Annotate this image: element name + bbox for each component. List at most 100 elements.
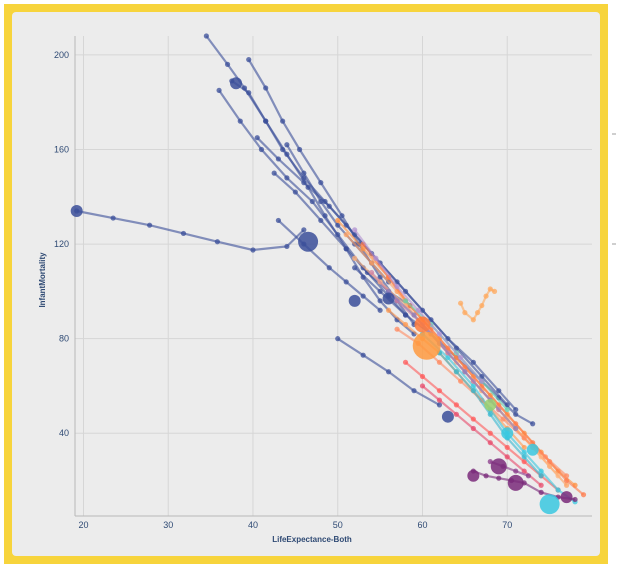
data-point: [555, 487, 561, 493]
data-point: [436, 388, 443, 394]
data-point: [419, 373, 426, 380]
data-point: [280, 146, 286, 153]
bubble-marker: [230, 77, 243, 90]
data-point: [470, 317, 476, 323]
data-point: [462, 364, 468, 370]
data-point: [572, 496, 578, 503]
data-point: [263, 85, 269, 91]
data-point: [411, 388, 417, 394]
bubble-marker: [441, 410, 454, 423]
data-point: [254, 135, 260, 141]
data-point: [385, 369, 392, 375]
x-tick-label: 70: [502, 520, 512, 530]
data-point: [326, 265, 332, 271]
data-point: [538, 489, 544, 495]
data-point: [470, 416, 476, 422]
data-point: [343, 232, 349, 238]
data-point: [296, 146, 303, 153]
data-point: [275, 156, 282, 162]
data-point: [402, 298, 409, 304]
bubble-marker: [414, 316, 431, 333]
data-point: [483, 293, 489, 299]
y-tick-label: 200: [54, 50, 69, 60]
x-tick-label: 20: [78, 520, 88, 530]
data-point: [110, 215, 116, 221]
data-point: [203, 33, 209, 39]
data-point: [458, 300, 464, 306]
data-point: [250, 247, 256, 253]
data-point: [402, 288, 409, 294]
bubble-marker: [490, 458, 507, 475]
data-point: [214, 239, 220, 245]
data-point: [538, 473, 544, 479]
data-point: [479, 378, 485, 384]
data-point: [521, 454, 527, 460]
data-point: [530, 421, 536, 427]
data-point: [500, 416, 506, 422]
data-point: [271, 170, 277, 176]
data-point: [479, 302, 485, 309]
bubble-marker: [526, 443, 539, 456]
data-point: [309, 198, 315, 205]
data-point: [521, 435, 527, 441]
bubble-marker: [560, 491, 573, 504]
x-tick-label: 60: [417, 520, 427, 530]
data-point: [538, 468, 544, 474]
data-point: [513, 468, 519, 474]
data-point: [470, 383, 476, 389]
y-tick-label: 160: [54, 144, 69, 154]
series-line: [421, 385, 542, 487]
data-point: [402, 321, 409, 328]
data-point: [462, 310, 468, 316]
data-point: [504, 444, 510, 451]
chart-frame: 20 30 40 50 60 70 40 80 120 160 200 LifeExpectanc…: [4, 4, 608, 564]
data-point: [504, 454, 510, 460]
data-point: [496, 475, 502, 481]
series-line: [404, 361, 559, 491]
data-point: [369, 269, 375, 276]
data-point: [487, 440, 493, 446]
bubble-marker: [382, 292, 395, 305]
data-point: [487, 286, 493, 292]
bubble-marker: [70, 204, 83, 217]
data-point: [453, 345, 459, 351]
data-point: [369, 260, 375, 266]
data-point: [436, 397, 443, 403]
data-point: [237, 118, 243, 124]
data-point: [487, 430, 493, 436]
data-point: [377, 288, 383, 294]
data-point: [402, 312, 409, 318]
edge-mark: [612, 243, 616, 245]
data-point: [496, 388, 502, 394]
series-line: [247, 59, 415, 326]
x-axis-label: LifeExpectance-Both: [272, 535, 352, 544]
data-point: [301, 227, 307, 233]
data-point: [394, 326, 400, 332]
data-point: [513, 411, 519, 417]
data-point: [275, 217, 282, 224]
data-point: [513, 421, 519, 427]
data-point: [394, 284, 400, 290]
y-tick-label: 120: [54, 239, 69, 249]
data-point: [377, 307, 383, 313]
data-point: [335, 232, 341, 238]
data-point: [415, 307, 421, 313]
data-point: [360, 352, 366, 358]
data-point: [263, 118, 269, 124]
data-point: [470, 425, 476, 432]
data-point: [246, 57, 252, 63]
series-line: [76, 209, 305, 252]
bubble-marker: [348, 294, 361, 307]
data-point: [292, 189, 298, 195]
data-point: [521, 449, 527, 455]
data-point: [373, 255, 379, 261]
bubble-marker: [507, 474, 524, 491]
data-point: [436, 359, 443, 365]
bubble-marker: [467, 469, 480, 482]
data-point: [224, 61, 231, 67]
data-point: [318, 198, 324, 205]
bubble-marker: [539, 494, 560, 515]
data-point: [216, 87, 222, 93]
x-tick-label: 40: [248, 520, 258, 530]
data-point: [487, 411, 493, 417]
